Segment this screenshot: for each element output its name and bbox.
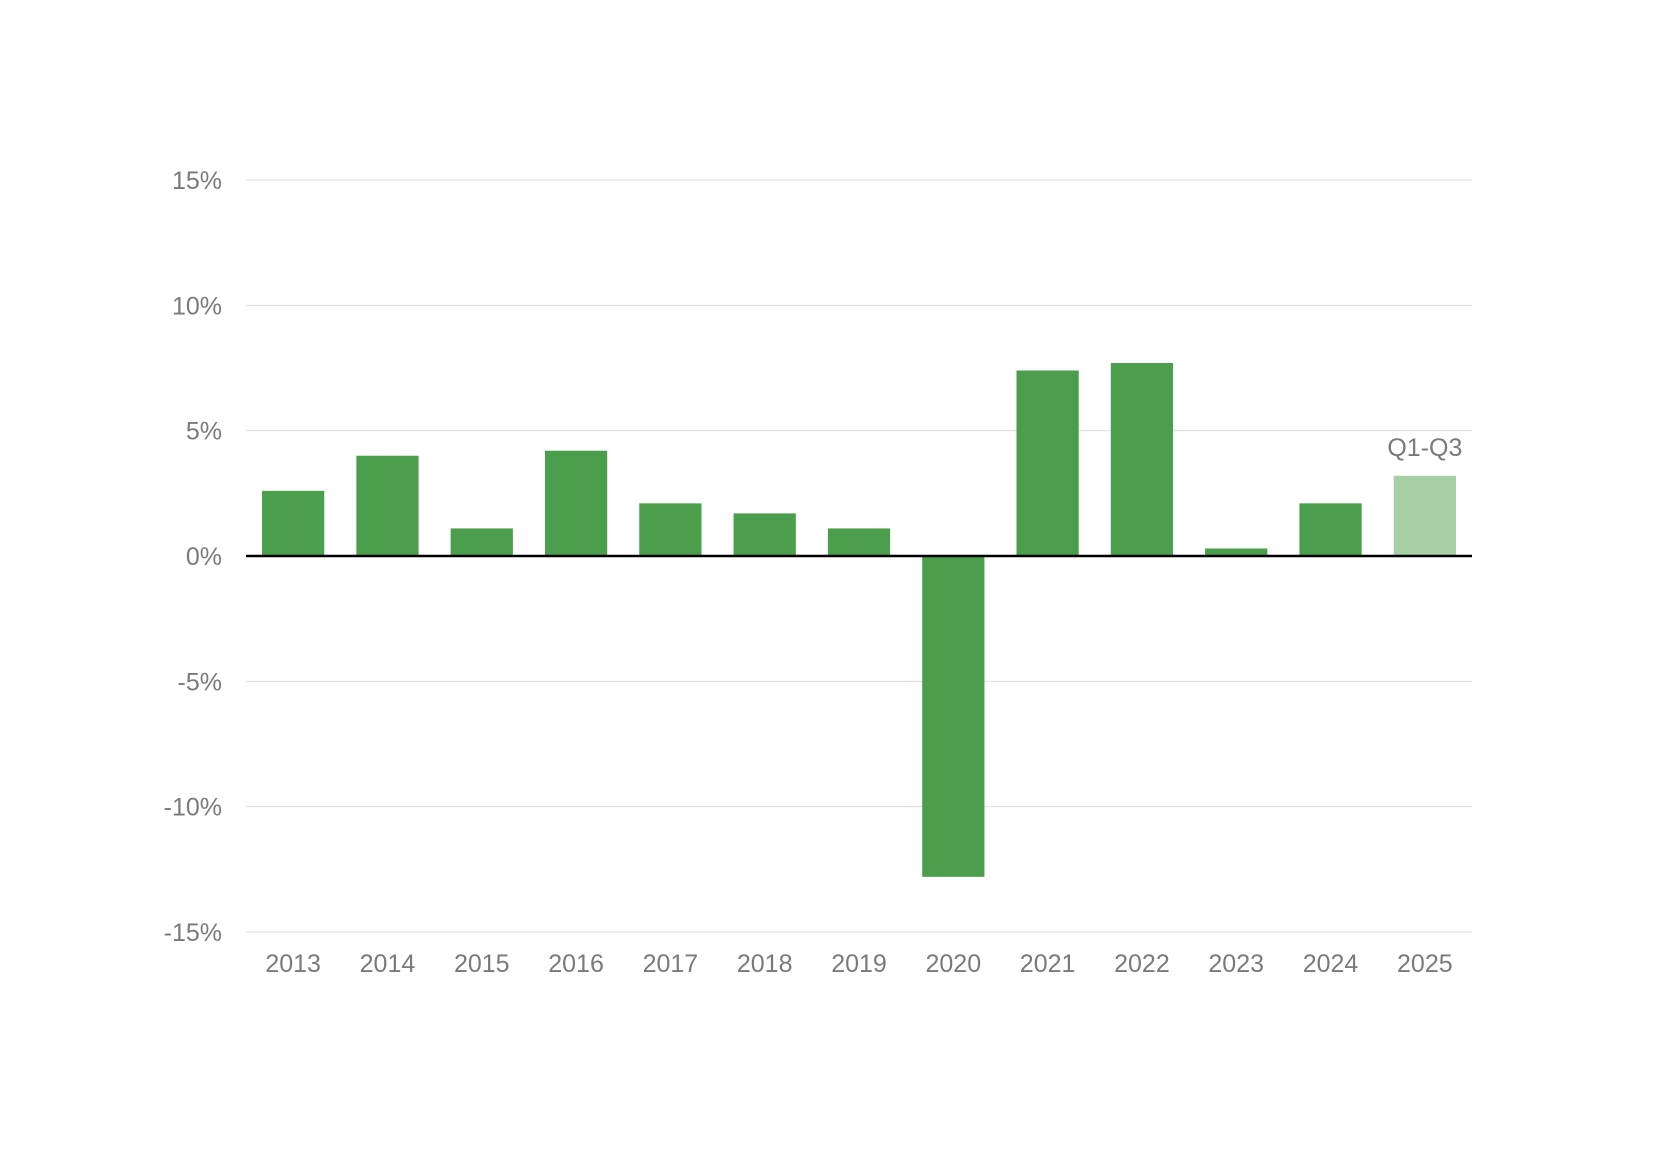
bar-2015 bbox=[450, 528, 513, 556]
x-tick-label: 2018 bbox=[737, 950, 793, 978]
bar-2013 bbox=[262, 490, 325, 556]
x-tick-label: 2021 bbox=[1020, 950, 1076, 978]
x-tick-label: 2017 bbox=[643, 950, 699, 978]
x-tick-label: 2020 bbox=[925, 950, 981, 978]
bars bbox=[262, 362, 1456, 877]
bar-2014 bbox=[356, 455, 419, 556]
y-tick-label: 15% bbox=[172, 167, 222, 195]
y-tick-label: 10% bbox=[172, 292, 222, 320]
x-tick-label: 2013 bbox=[265, 950, 321, 978]
bar-2020 bbox=[922, 556, 985, 877]
x-tick-label: 2014 bbox=[360, 950, 416, 978]
y-tick-label: 0% bbox=[186, 543, 222, 571]
bar-2025 bbox=[1393, 475, 1456, 556]
bar-2021 bbox=[1016, 370, 1079, 556]
bar-2023 bbox=[1205, 548, 1268, 556]
y-axis-tick-labels: 15% 10% 5% 0% -5% -10% -15% bbox=[164, 167, 222, 947]
bar-2019 bbox=[827, 528, 891, 556]
x-tick-label: 2016 bbox=[548, 950, 604, 978]
bar-2018 bbox=[733, 513, 796, 556]
x-tick-label: 2024 bbox=[1303, 950, 1359, 978]
x-tick-label: 2022 bbox=[1114, 950, 1170, 978]
annotations: Q1-Q3 bbox=[1387, 434, 1462, 462]
gridlines bbox=[246, 179, 1472, 933]
y-tick-label: -15% bbox=[164, 919, 222, 947]
x-tick-label: 2025 bbox=[1397, 950, 1453, 978]
bar-2017 bbox=[639, 503, 702, 556]
x-tick-label: 2015 bbox=[454, 950, 510, 978]
y-tick-label: -5% bbox=[178, 668, 222, 696]
x-tick-label: 2019 bbox=[831, 950, 887, 978]
y-tick-label: 5% bbox=[186, 418, 222, 446]
y-tick-label: -10% bbox=[164, 794, 222, 822]
x-tick-label: 2023 bbox=[1208, 950, 1264, 978]
bar-2022 bbox=[1110, 362, 1174, 556]
bar-2024 bbox=[1299, 503, 1362, 556]
bar-2016 bbox=[544, 450, 608, 556]
x-axis-tick-labels: 2013 2014 2015 2016 2017 2018 2019 2020 2021 2022… bbox=[265, 950, 1452, 978]
annotation-label: Q1-Q3 bbox=[1387, 434, 1462, 462]
